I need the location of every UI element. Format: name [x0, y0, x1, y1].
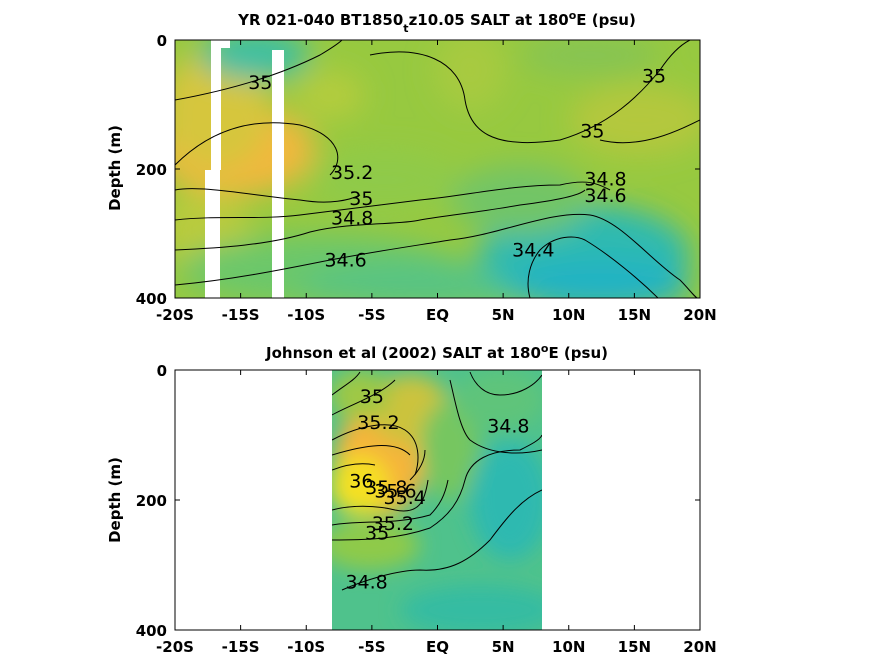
top-x-axis: -20S -15S -10S -5S EQ 5N 10N 15N 20N: [156, 40, 717, 324]
bottom-x-tick-label: 5N: [492, 638, 515, 656]
top-contour-lines: [175, 40, 700, 298]
top-y-axis: 0 200 400: [136, 32, 700, 308]
bottom-contour-label: 35.4: [384, 487, 426, 509]
bottom-contour-label: 35: [360, 386, 384, 408]
top-contour-label: 35: [580, 120, 604, 142]
top-contour-label: 34.6: [584, 185, 626, 207]
top-contour-label: 34.8: [584, 169, 626, 191]
top-contour-label: 34.4: [512, 240, 554, 262]
top-contour-label: 35.2: [331, 162, 373, 184]
bottom-x-tick-label: -20S: [156, 638, 194, 656]
bottom-contour-label: 34.8: [345, 571, 387, 593]
top-x-tick-label: -15S: [222, 306, 260, 324]
bottom-y-axis: 0 200 400: [136, 362, 700, 640]
bottom-contour-label: 36: [349, 471, 373, 493]
bottom-panel-title: Johnson et al (2002) SALT at 180oE (psu): [265, 342, 608, 362]
top-x-tick-label: EQ: [426, 306, 449, 324]
bottom-y-axis-label: Depth (m): [106, 457, 124, 543]
top-contour-label: 35: [248, 72, 272, 94]
top-contour-label: 35: [349, 188, 373, 210]
bottom-x-tick-label: -15S: [222, 638, 260, 656]
top-panel: YR 021-040 BT1850tz10.05 SALT at 180oE (…: [106, 9, 717, 324]
top-y-tick-label: 200: [136, 161, 167, 179]
bottom-x-tick-label: 15N: [618, 638, 651, 656]
bottom-x-axis: -20S -15S -10S -5S EQ 5N 10N 15N 20N: [156, 370, 717, 656]
bottom-y-tick-label: 200: [136, 492, 167, 510]
bottom-contour-label: 35: [365, 523, 389, 545]
top-x-tick-label: 15N: [618, 306, 651, 324]
top-x-tick-label: 10N: [552, 306, 585, 324]
top-x-tick-label: 20N: [683, 306, 716, 324]
top-contour-label: 34.8: [331, 207, 373, 229]
bottom-x-tick-label: 20N: [683, 638, 716, 656]
top-contour-label: 35: [642, 65, 666, 87]
bottom-contour-label: 35.2: [372, 513, 414, 535]
top-y-axis-label: Depth (m): [106, 125, 124, 211]
bottom-x-tick-label: -5S: [358, 638, 385, 656]
bottom-y-tick-label: 400: [136, 622, 167, 640]
top-x-tick-label: -5S: [358, 306, 385, 324]
bottom-contour-label: 35.8: [365, 477, 407, 499]
bottom-contour-label: 35.2: [357, 412, 399, 434]
bottom-y-tick-label: 0: [157, 362, 167, 380]
bottom-contour-lines: [332, 371, 542, 591]
top-salinity-field: [175, 40, 700, 298]
bottom-contour-label: 34.8: [487, 415, 529, 437]
top-y-tick-label: 0: [157, 32, 167, 50]
top-y-tick-label: 400: [136, 290, 167, 308]
top-panel-title: YR 021-040 BT1850tz10.05 SALT at 180oE (…: [237, 9, 636, 35]
top-x-tick-label: -20S: [156, 306, 194, 324]
top-x-tick-label: 5N: [492, 306, 515, 324]
bottom-x-tick-label: 10N: [552, 638, 585, 656]
top-x-tick-label: -10S: [287, 306, 325, 324]
bottom-panel: Johnson et al (2002) SALT at 180oE (psu): [106, 342, 717, 656]
bottom-salinity-field: [332, 370, 542, 630]
top-contour-label: 34.6: [324, 249, 366, 271]
bottom-contour-label: 35.6: [374, 480, 416, 502]
bottom-x-tick-label: -10S: [287, 638, 325, 656]
bottom-x-tick-label: EQ: [426, 638, 449, 656]
